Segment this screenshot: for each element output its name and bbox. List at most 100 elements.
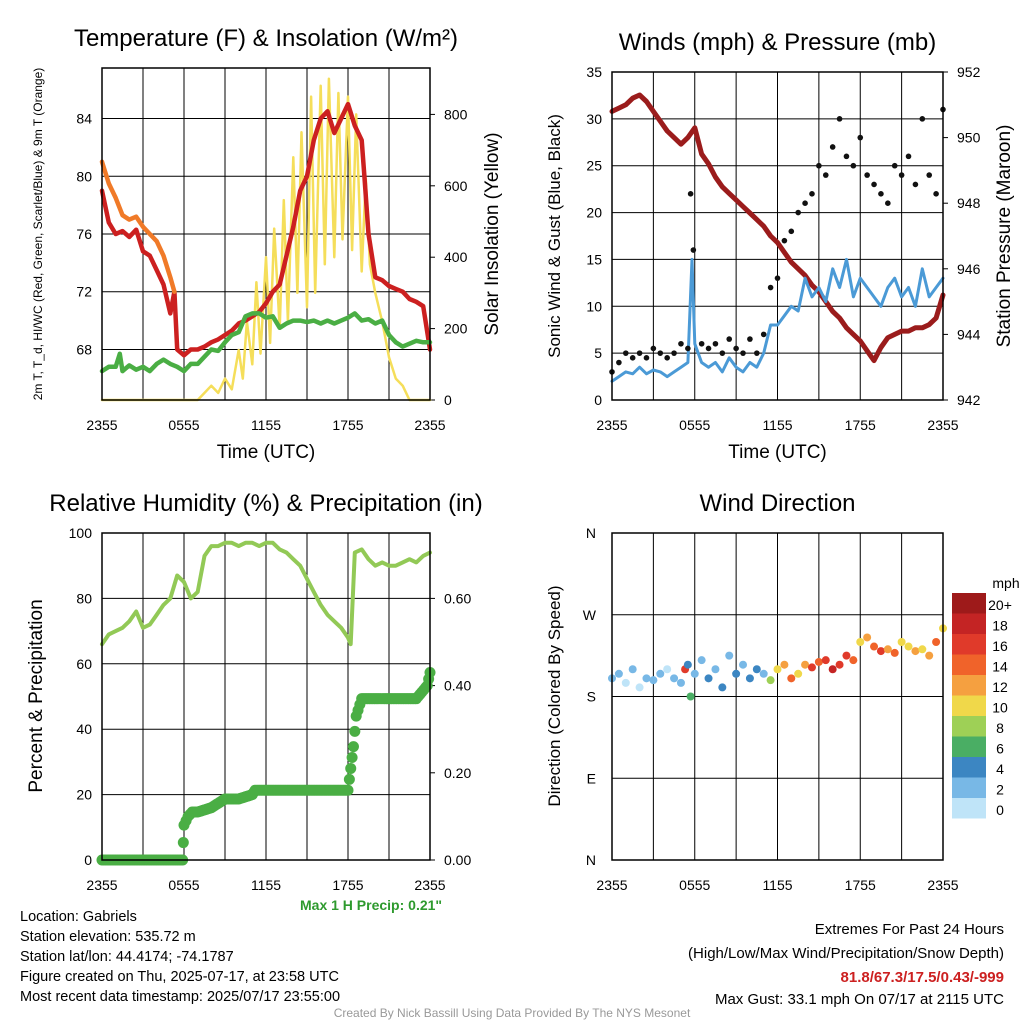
y2-axis-label: Solar Insolation (Yellow): [482, 132, 503, 335]
gust-point: [760, 331, 767, 338]
series-line-rh: [100, 540, 432, 647]
gust-point: [822, 172, 829, 178]
recent-timestamp: Most recent data timestamp: 2025/07/17 2…: [20, 989, 341, 1005]
gust-point: [616, 359, 622, 366]
gust-point: [733, 345, 739, 352]
gust-point: [864, 172, 870, 178]
direction-point: [863, 633, 872, 642]
legend-label: 12: [992, 679, 1008, 695]
direction-point: [835, 660, 844, 669]
gust-point: [636, 350, 643, 356]
direction-point: [725, 651, 734, 660]
legend-label: 0: [996, 802, 1004, 818]
gust-point: [857, 134, 864, 141]
y-tick-label: 0: [84, 852, 92, 868]
gust-point: [664, 355, 670, 361]
station-info: Location: Gabriels Station elevation: 53…: [20, 907, 340, 1007]
gust-point: [919, 116, 926, 122]
gust-point: [690, 247, 697, 253]
direction-point: [676, 678, 685, 687]
precip-point: [342, 784, 354, 796]
x-tick-label: 2355: [927, 417, 958, 433]
plot-frame: [101, 67, 431, 401]
gust-point: [891, 162, 898, 169]
direction-point: [752, 665, 761, 674]
direction-point: [932, 638, 941, 646]
x-axis-label: Time (UTC): [728, 442, 827, 463]
gust-point: [905, 153, 912, 160]
legend-swatch: [952, 716, 986, 737]
x-tick-label: 2355: [414, 877, 445, 893]
y2-tick-label: 0.20: [444, 765, 471, 781]
direction-point: [686, 692, 695, 701]
y2-tick-label: 946: [957, 261, 981, 277]
gust-point: [712, 340, 719, 347]
gust-point: [788, 228, 795, 235]
gust-point: [774, 275, 781, 281]
precip-point: [343, 773, 355, 785]
direction-point: [794, 669, 803, 678]
credit-line: Created By Nick Bassill Using Data Provi…: [333, 1006, 691, 1020]
direction-point: [711, 665, 720, 674]
direction-point: [628, 665, 637, 674]
direction-point: [759, 669, 768, 678]
legend-label: 18: [992, 618, 1008, 634]
y2-tick-label: 944: [957, 326, 981, 342]
y2-tick-label: 200: [444, 321, 468, 337]
direction-point: [780, 660, 789, 669]
gust-point: [781, 237, 788, 244]
x-tick-label: 1155: [251, 417, 281, 433]
y-tick-label: 84: [76, 111, 92, 127]
direction-point: [918, 645, 927, 654]
x-tick-label: 1755: [332, 417, 363, 433]
direction-point: [897, 638, 906, 646]
gust-point: [898, 172, 905, 178]
y2-tick-label: 800: [444, 106, 468, 122]
series-line-solar: [100, 77, 432, 402]
legend-swatch: [952, 695, 986, 716]
y-tick-label: 76: [76, 226, 92, 242]
legend-swatch: [952, 736, 986, 757]
gust-point: [802, 200, 808, 206]
gust-point: [671, 350, 677, 356]
gust-point: [643, 355, 650, 361]
legend-label: 4: [996, 761, 1004, 777]
figure-created: Figure created on Thu, 2025-07-17, at 23…: [20, 969, 339, 985]
y-tick-label: 15: [586, 251, 602, 267]
direction-point: [890, 648, 899, 657]
direction-point: [904, 642, 913, 651]
x-tick-label: 2355: [86, 417, 117, 433]
chart-title: Relative Humidity (%) & Precipitation (i…: [49, 490, 482, 517]
gust-point: [657, 350, 664, 356]
y2-tick-label: 942: [957, 392, 981, 408]
gust-point: [719, 350, 726, 356]
legend-swatch: [952, 798, 986, 819]
direction-point: [649, 676, 658, 685]
plot-frame: [611, 71, 944, 401]
direction-point: [883, 645, 892, 654]
gust-point: [678, 340, 684, 347]
gust-point: [698, 340, 705, 347]
direction-point: [842, 651, 851, 660]
extremes-values: 81.8/67.3/17.5/0.43/-999: [840, 969, 1004, 986]
direction-point: [870, 642, 879, 651]
direction-point: [911, 647, 920, 656]
gust-point: [871, 181, 877, 188]
direction-point: [635, 683, 644, 692]
x-tick-label: 2355: [414, 417, 445, 433]
station-latlon: Station lat/lon: 44.4174; -74.1787: [20, 949, 234, 965]
legend-title: mph: [992, 575, 1019, 591]
x-tick-label: 1755: [332, 877, 363, 893]
direction-point: [745, 674, 754, 683]
series-line-t9m: [99, 159, 177, 294]
y-axis-label: Percent & Precipitation: [26, 599, 47, 792]
direction-point: [821, 656, 830, 665]
precip-point: [177, 837, 189, 849]
x-tick-label: 2355: [927, 877, 958, 893]
direction-point: [642, 674, 651, 683]
chart-title: Temperature (F) & Insolation (W/m²): [74, 25, 458, 52]
y-tick-label: 100: [69, 525, 93, 541]
legend-swatch: [952, 613, 986, 634]
gust-point: [829, 144, 836, 150]
gust-point: [836, 116, 843, 122]
